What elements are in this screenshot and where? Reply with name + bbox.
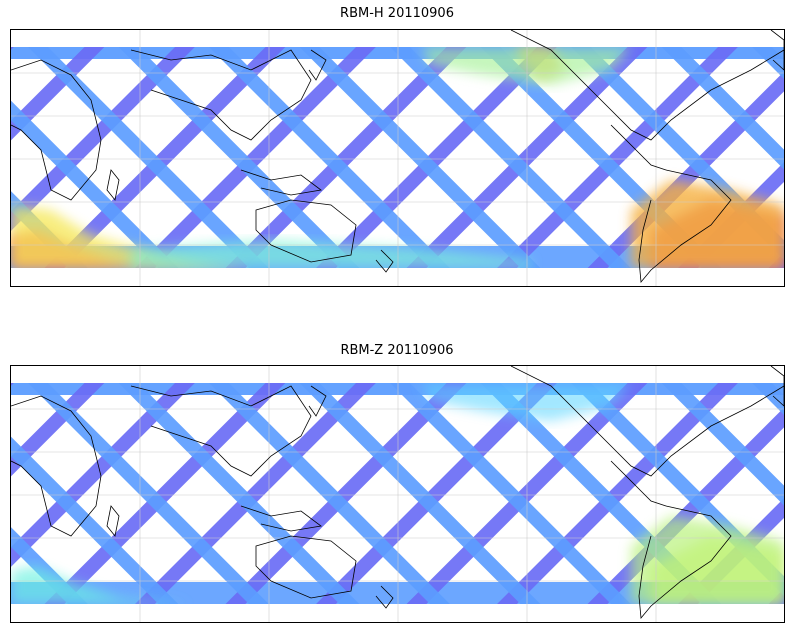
asia-coast bbox=[130, 385, 312, 477]
map-panel-rbm-h bbox=[10, 29, 785, 287]
australia-coast bbox=[255, 199, 357, 263]
gridlines bbox=[11, 30, 784, 286]
map-canvas-rbm-z bbox=[11, 366, 784, 622]
coastlines bbox=[11, 30, 784, 283]
swath-layer bbox=[11, 47, 784, 268]
south-america-coast bbox=[638, 169, 732, 283]
map-panel-rbm-z bbox=[10, 365, 785, 623]
map-title-rbm-h: RBM-H 20110906 bbox=[340, 6, 454, 21]
new-zealand-coast bbox=[375, 249, 394, 273]
asia-coast bbox=[130, 49, 312, 141]
indonesia-coast bbox=[240, 505, 322, 532]
central-america-coast bbox=[610, 124, 667, 171]
japan-coast bbox=[308, 49, 327, 81]
map-title-rbm-z: RBM-Z 20110906 bbox=[340, 343, 454, 358]
australia-coast bbox=[255, 535, 357, 599]
north-america-coast bbox=[510, 30, 784, 141]
indonesia-coast bbox=[240, 169, 322, 196]
hotspot-southern-ocean-mid bbox=[131, 240, 531, 268]
madagascar-coast bbox=[106, 169, 120, 201]
central-america-coast bbox=[610, 460, 667, 507]
japan-coast bbox=[308, 385, 327, 417]
hotspot-southern-ocean-west bbox=[11, 566, 191, 604]
coastlines bbox=[11, 366, 784, 619]
greenland-coast bbox=[770, 30, 784, 71]
gridlines bbox=[11, 366, 784, 622]
hotspot-north-pacific-mid bbox=[421, 383, 631, 421]
hotspot-north-pacific-mid bbox=[421, 47, 631, 85]
greenland-coast bbox=[770, 366, 784, 407]
africa-coast bbox=[11, 395, 102, 537]
new-zealand-coast bbox=[375, 585, 394, 609]
south-america-coast bbox=[638, 505, 732, 619]
map-canvas-rbm-h bbox=[11, 30, 784, 286]
hotspot-southern-ocean-west-edge bbox=[11, 205, 251, 268]
madagascar-coast bbox=[106, 505, 120, 537]
swath-layer bbox=[11, 383, 784, 604]
north-america-coast bbox=[510, 366, 784, 477]
africa-coast bbox=[11, 59, 102, 201]
